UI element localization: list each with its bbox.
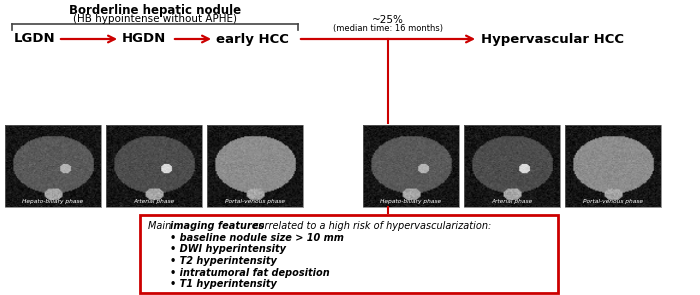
- Bar: [207, 125, 303, 207]
- Text: Arterial phase: Arterial phase: [134, 199, 174, 204]
- Text: (median time: 16 months): (median time: 16 months): [333, 24, 443, 33]
- Text: • T1 hyperintensity: • T1 hyperintensity: [170, 279, 277, 289]
- Text: LGDN: LGDN: [14, 32, 55, 45]
- Text: imaging features: imaging features: [170, 221, 264, 231]
- Text: Arterial phase: Arterial phase: [491, 199, 533, 204]
- Text: • T2 hyperintensity: • T2 hyperintensity: [170, 256, 277, 266]
- Text: HGDN: HGDN: [122, 32, 167, 45]
- Bar: [106, 125, 202, 207]
- Bar: [565, 125, 661, 207]
- Text: • intratumoral fat deposition: • intratumoral fat deposition: [170, 268, 330, 278]
- Text: Hypervascular HCC: Hypervascular HCC: [481, 32, 624, 45]
- Text: Borderline hepatic nodule: Borderline hepatic nodule: [69, 4, 241, 17]
- Bar: [363, 125, 459, 207]
- Text: ~25%: ~25%: [372, 15, 404, 25]
- Text: early HCC: early HCC: [216, 32, 289, 45]
- Text: Hepato-biliary phase: Hepato-biliary phase: [22, 199, 83, 204]
- Text: Portal-venous phase: Portal-venous phase: [583, 199, 643, 204]
- Text: Hepato-biliary phase: Hepato-biliary phase: [380, 199, 442, 204]
- Text: Main: Main: [148, 221, 174, 231]
- Bar: [140, 215, 558, 293]
- Text: (HB hypointense without APHE): (HB hypointense without APHE): [73, 14, 237, 24]
- Text: correlated to a high risk of hypervascularization:: correlated to a high risk of hypervascul…: [250, 221, 491, 231]
- Bar: [5, 125, 101, 207]
- Text: Portal-venous phase: Portal-venous phase: [225, 199, 285, 204]
- Text: • DWI hyperintensity: • DWI hyperintensity: [170, 245, 286, 255]
- Bar: [464, 125, 560, 207]
- Text: • baseline nodule size > 10 mm: • baseline nodule size > 10 mm: [170, 233, 344, 243]
